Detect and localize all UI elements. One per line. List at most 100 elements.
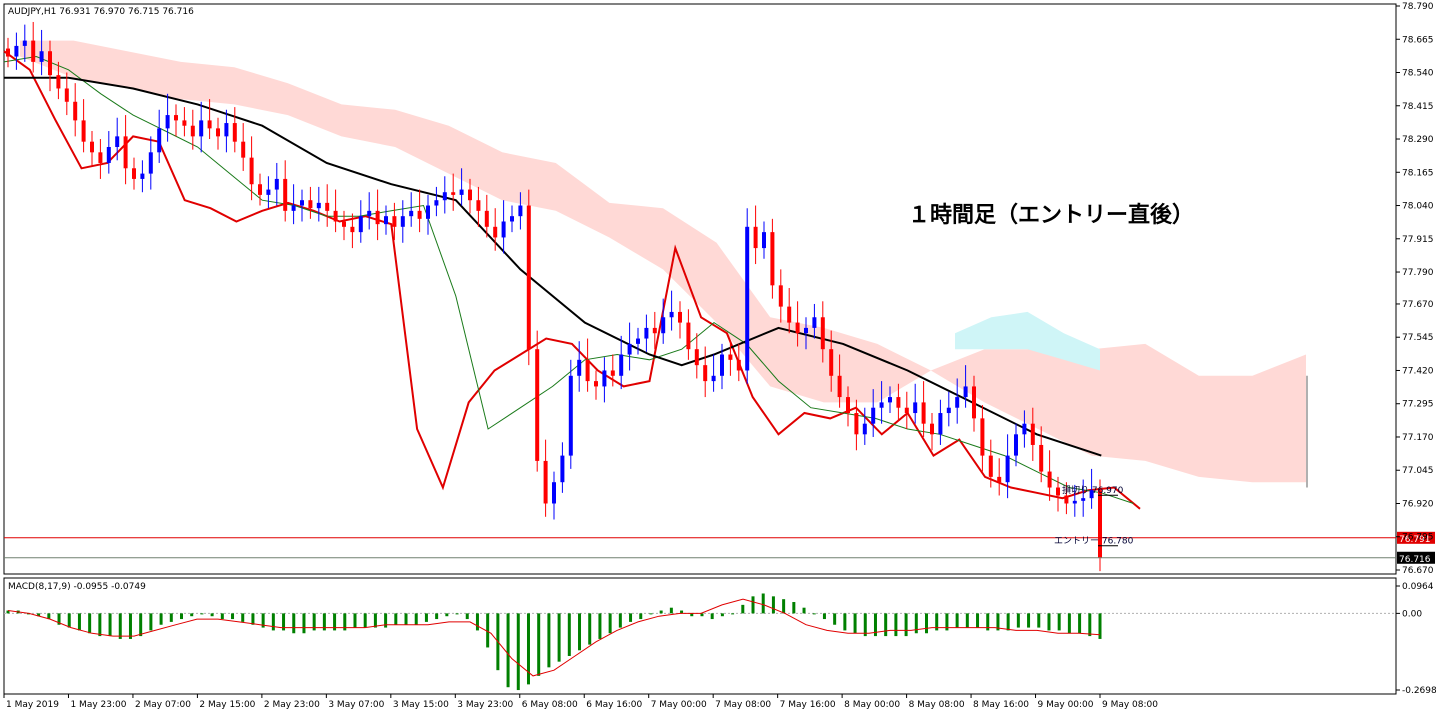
- macd-hist-bar: [445, 613, 449, 617]
- candle-body: [190, 125, 195, 137]
- macd-hist-bar: [669, 607, 673, 614]
- candle-body: [48, 51, 52, 76]
- candle: [308, 186, 313, 219]
- candle: [501, 200, 506, 254]
- macd-hist-bar: [414, 613, 418, 625]
- candle: [249, 136, 254, 201]
- candle-body: [442, 192, 447, 201]
- candle: [669, 290, 674, 331]
- time-tick-label: 9 May 00:00: [1038, 700, 1094, 710]
- candle-body: [216, 128, 220, 137]
- candle: [459, 168, 464, 206]
- candle: [39, 29, 44, 76]
- candle: [888, 386, 892, 414]
- candle-body: [644, 327, 649, 339]
- candle: [820, 301, 825, 363]
- price-tick-label: 77.915: [1402, 235, 1434, 245]
- price-tick-label: 78.165: [1402, 168, 1434, 178]
- macd-hist-bar: [292, 613, 296, 634]
- candle: [686, 309, 691, 360]
- candle: [325, 184, 330, 227]
- macd-hist-bar: [128, 613, 132, 639]
- candle: [342, 210, 346, 241]
- macd-hist-bar: [486, 613, 490, 648]
- time-tick-label: 7 May 00:00: [651, 700, 707, 710]
- macd-hist-bar: [578, 613, 582, 651]
- price-tick-label: 76.795: [1402, 533, 1434, 543]
- candle-body: [963, 386, 968, 398]
- candle-body: [1056, 487, 1060, 496]
- candle: [736, 343, 741, 382]
- candle-body: [753, 226, 758, 249]
- macd-hist-bar: [526, 613, 530, 685]
- candle-body: [526, 205, 531, 350]
- macd-hist-bar: [751, 596, 755, 614]
- candle: [56, 61, 61, 100]
- macd-hist-bar: [884, 613, 888, 637]
- candle-body: [300, 200, 304, 206]
- price-tick-label: 76.670: [1402, 566, 1434, 576]
- candle: [1030, 407, 1035, 461]
- macd-signal-line: [7, 598, 1101, 677]
- macd-hist-bar: [312, 613, 316, 631]
- macd-tick-label: -0.2698: [1402, 686, 1436, 696]
- candle: [392, 202, 397, 241]
- candle-body: [367, 210, 372, 217]
- candle-body: [1081, 498, 1086, 501]
- candle-body: [997, 476, 1002, 483]
- candle-body: [333, 210, 338, 222]
- candle-body: [879, 402, 884, 408]
- macd-hist-bar: [822, 613, 826, 620]
- candle: [333, 189, 338, 233]
- candle-body: [400, 216, 405, 227]
- macd-hist-bar: [1037, 613, 1041, 628]
- macd-hist-bar: [200, 613, 204, 615]
- candle-body: [375, 210, 380, 225]
- candle: [1014, 423, 1018, 467]
- macd-hist-bar: [904, 613, 908, 637]
- candle-body: [459, 189, 464, 195]
- macd-hist-bar: [149, 613, 153, 631]
- candle-body: [862, 423, 867, 435]
- candle: [577, 341, 582, 392]
- indicator-line-2: [4, 76, 1102, 457]
- candle: [48, 40, 52, 92]
- candle-body: [409, 210, 414, 217]
- macd-hist-bar: [598, 613, 602, 639]
- price-tick-label: 77.420: [1402, 366, 1434, 376]
- macd-hist-bar: [588, 613, 592, 645]
- candle: [728, 341, 733, 376]
- macd-hist-bar: [1088, 613, 1092, 637]
- candle: [711, 354, 716, 392]
- candle: [1081, 479, 1086, 517]
- candle: [157, 109, 162, 163]
- macd-hist-bar: [455, 613, 459, 615]
- candle-body: [451, 192, 456, 195]
- indicator-line-1: [3, 55, 1134, 504]
- candle: [678, 301, 682, 339]
- candle: [106, 131, 111, 174]
- macd-hist-bar: [547, 613, 551, 668]
- candle-body: [140, 173, 145, 179]
- macd-hist-bar: [302, 613, 306, 634]
- macd-hist-bar: [873, 613, 877, 637]
- candle-body: [182, 120, 187, 126]
- time-tick-label: 7 May 08:00: [715, 700, 771, 710]
- candle: [694, 333, 699, 379]
- price-tick-label: 77.545: [1402, 333, 1434, 343]
- candle: [224, 109, 229, 153]
- candle-body: [829, 349, 834, 376]
- candle: [132, 157, 136, 190]
- candle-body: [31, 40, 36, 62]
- macd-hist-bar: [925, 613, 929, 634]
- candle-body: [728, 354, 733, 360]
- candle: [22, 24, 27, 62]
- candle: [753, 205, 758, 265]
- price-tick-label: 78.040: [1402, 202, 1434, 212]
- candle: [980, 405, 985, 472]
- candle: [64, 72, 69, 116]
- candle: [316, 186, 321, 222]
- macd-hist-bar: [731, 613, 735, 615]
- candle-body: [938, 413, 943, 435]
- candle-body: [652, 327, 657, 334]
